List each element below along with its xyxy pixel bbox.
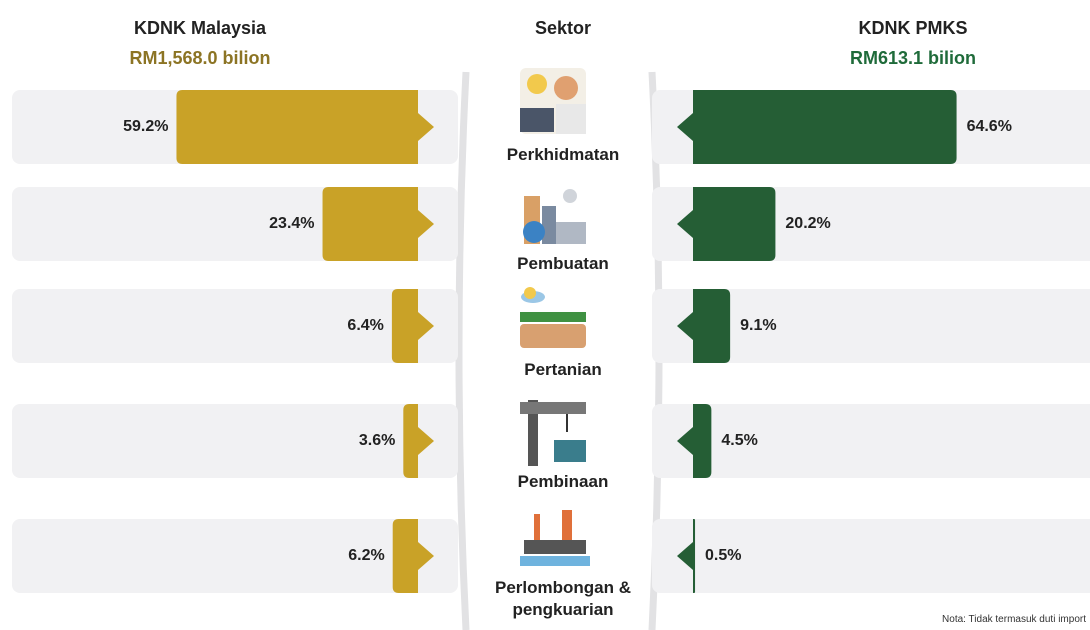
bar — [677, 187, 776, 261]
icon-manufacturing — [523, 189, 586, 244]
icon-agriculture — [520, 287, 586, 348]
category-label: Pertanian — [524, 360, 602, 379]
row-background — [652, 289, 1090, 363]
value-label: 23.4% — [269, 215, 315, 232]
bar — [391, 289, 434, 363]
category-label: Pembuatan — [517, 254, 609, 273]
bar — [677, 90, 957, 164]
row-background — [12, 289, 458, 363]
bar — [176, 90, 435, 164]
value-label: 0.5% — [705, 547, 742, 564]
category-label: Perkhidmatan — [506, 145, 620, 164]
value-label: 59.2% — [123, 118, 169, 135]
side-title: KDNK Malaysia — [133, 18, 267, 38]
bar — [677, 404, 712, 478]
bar — [322, 187, 434, 261]
icon-services — [520, 68, 586, 134]
side-title: KDNK PMKS — [858, 18, 968, 38]
value-label: 6.2% — [348, 547, 385, 564]
value-label: 4.5% — [721, 432, 758, 449]
value-label: 20.2% — [785, 215, 831, 232]
bar — [677, 289, 731, 363]
side-subtitle: RM613.1 bilion — [849, 48, 977, 68]
value-label: 9.1% — [740, 317, 777, 334]
icon-mining — [520, 510, 590, 566]
value-label: 3.6% — [358, 432, 396, 449]
category-label: Pembinaan — [517, 472, 609, 491]
row-background — [12, 404, 458, 478]
center-title: Sektor — [534, 18, 592, 38]
category-label: Perlombongan & pengkuarian — [494, 578, 631, 619]
bar — [392, 519, 434, 593]
divider-left — [455, 71, 470, 630]
row-background — [652, 519, 1090, 593]
icon-construction — [520, 400, 586, 466]
side-subtitle: RM1,568.0 bilion — [129, 48, 271, 68]
note: Nota: Tidak termasuk duti import — [942, 614, 1086, 625]
row-background — [652, 404, 1090, 478]
value-label: 64.6% — [966, 118, 1012, 135]
bar — [403, 404, 434, 478]
bar — [677, 519, 696, 593]
row-background — [12, 519, 458, 593]
value-label: 6.4% — [347, 317, 384, 334]
